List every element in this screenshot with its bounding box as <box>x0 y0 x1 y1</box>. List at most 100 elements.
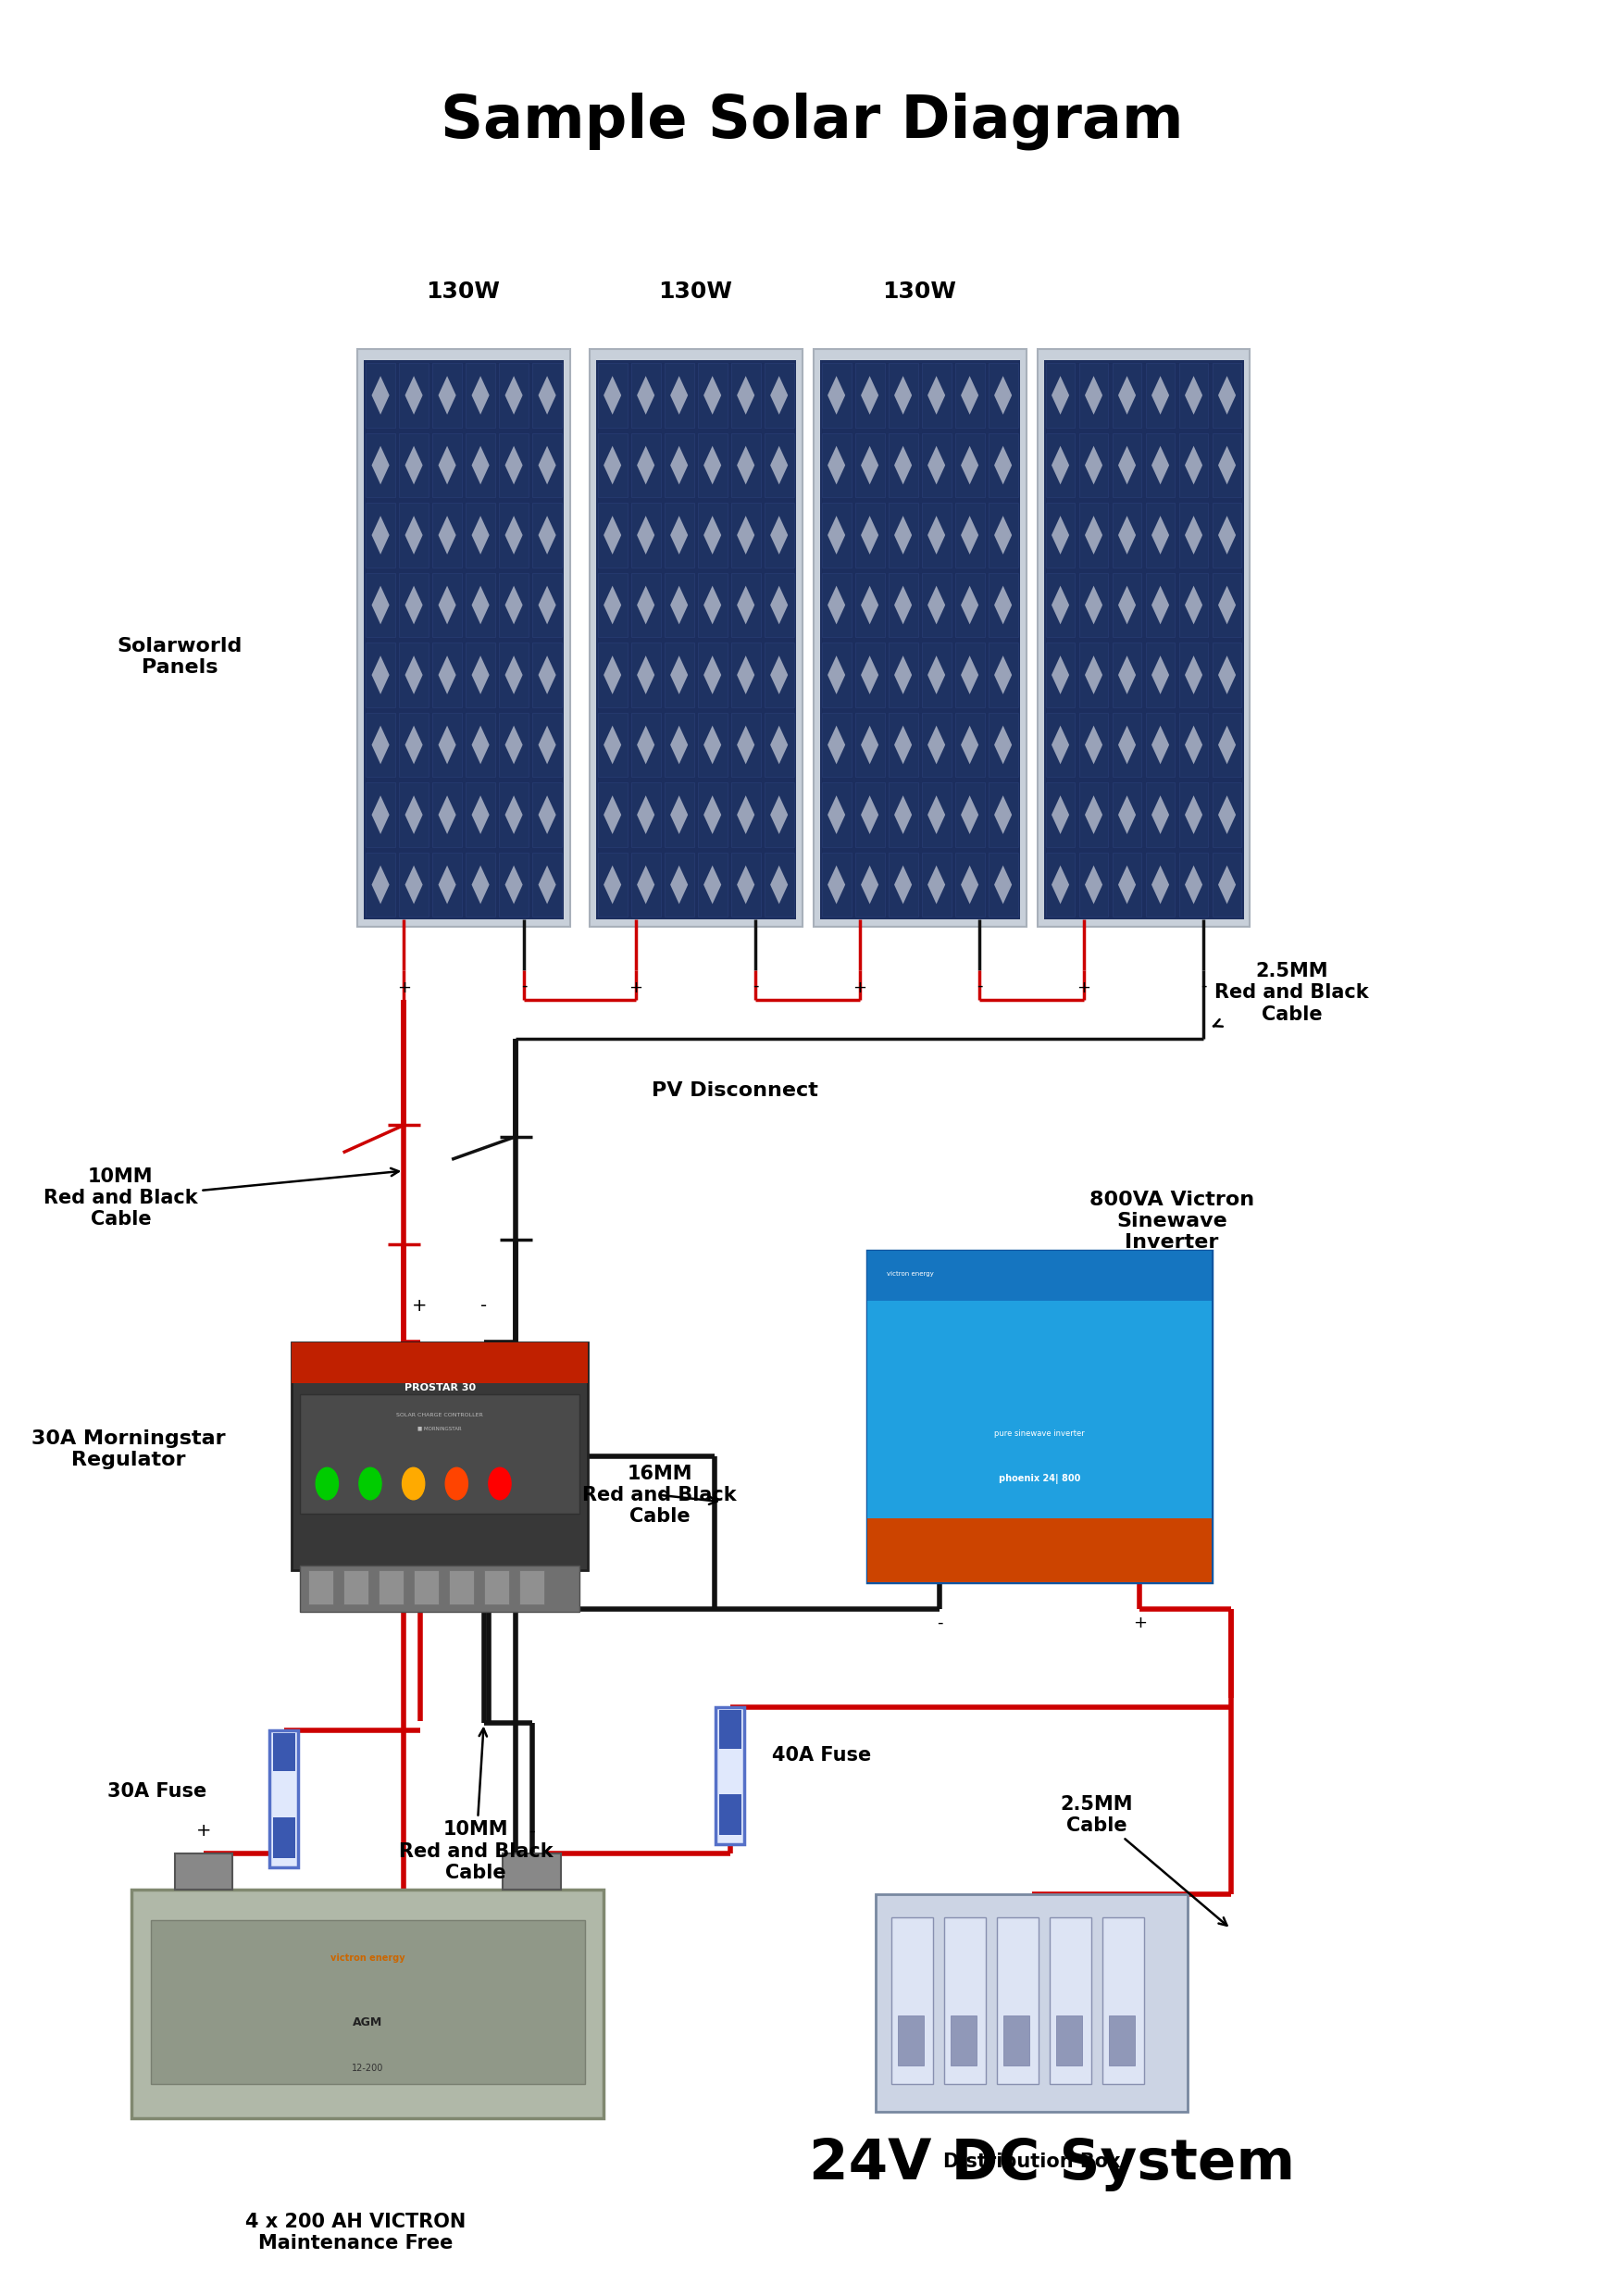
Polygon shape <box>404 726 422 765</box>
Polygon shape <box>1152 445 1170 484</box>
Polygon shape <box>993 794 1011 833</box>
Text: -: - <box>937 1614 943 1630</box>
Polygon shape <box>1084 517 1102 553</box>
Bar <box>764 363 794 427</box>
Bar <box>631 434 660 498</box>
Polygon shape <box>1118 445 1136 484</box>
Bar <box>273 1816 294 1857</box>
Bar <box>1079 852 1108 916</box>
Bar <box>1045 643 1074 707</box>
Bar <box>822 363 851 427</box>
Polygon shape <box>604 445 621 484</box>
Bar <box>822 434 851 498</box>
Bar <box>498 712 529 776</box>
Polygon shape <box>1152 866 1170 905</box>
Polygon shape <box>637 445 655 484</box>
Bar <box>597 434 628 498</box>
Bar <box>922 434 951 498</box>
Polygon shape <box>471 726 489 765</box>
Bar <box>631 643 660 707</box>
Polygon shape <box>1218 794 1236 833</box>
Polygon shape <box>961 377 979 416</box>
Bar <box>697 434 726 498</box>
Bar <box>1180 503 1209 567</box>
Bar <box>888 712 917 776</box>
Text: +: + <box>1133 1614 1147 1630</box>
Bar <box>665 572 694 638</box>
Polygon shape <box>927 726 945 765</box>
Polygon shape <box>1118 585 1136 625</box>
Bar <box>1112 852 1142 916</box>
Polygon shape <box>1218 866 1236 905</box>
Polygon shape <box>704 794 722 833</box>
Polygon shape <box>861 585 879 625</box>
Polygon shape <box>1118 377 1136 416</box>
Polygon shape <box>704 585 722 625</box>
Bar <box>888 643 917 707</box>
Polygon shape <box>927 657 945 693</box>
Text: victron energy: victron energy <box>887 1270 934 1277</box>
Polygon shape <box>770 794 788 833</box>
Bar <box>731 712 760 776</box>
Polygon shape <box>471 445 489 484</box>
Bar <box>466 643 495 707</box>
Polygon shape <box>539 377 557 416</box>
Bar <box>665 783 694 847</box>
Bar <box>175 1853 233 1890</box>
Bar <box>1045 572 1074 638</box>
Bar <box>133 1890 604 2119</box>
Polygon shape <box>827 445 845 484</box>
Polygon shape <box>927 794 945 833</box>
Polygon shape <box>1084 657 1102 693</box>
Bar <box>1112 363 1142 427</box>
Polygon shape <box>861 726 879 765</box>
Bar <box>432 572 461 638</box>
Polygon shape <box>736 445 754 484</box>
Bar <box>432 643 461 707</box>
Polygon shape <box>895 726 913 765</box>
Bar <box>875 1894 1188 2112</box>
Bar <box>715 1708 744 1844</box>
Polygon shape <box>1052 377 1069 416</box>
Bar <box>989 434 1018 498</box>
Polygon shape <box>438 585 456 625</box>
Polygon shape <box>895 517 913 553</box>
Bar <box>867 1251 1212 1582</box>
Bar <box>466 712 495 776</box>
Bar <box>400 643 429 707</box>
Text: 12-200: 12-200 <box>353 2064 383 2073</box>
Polygon shape <box>736 794 754 833</box>
Polygon shape <box>895 866 913 905</box>
Polygon shape <box>604 726 621 765</box>
Bar <box>1037 349 1251 928</box>
Polygon shape <box>1084 794 1102 833</box>
Polygon shape <box>438 726 456 765</box>
Polygon shape <box>438 657 456 693</box>
Polygon shape <box>704 866 722 905</box>
Polygon shape <box>770 585 788 625</box>
Text: Distribution Box: Distribution Box <box>943 2151 1120 2172</box>
Text: victron energy: victron energy <box>330 1954 404 1963</box>
Text: phoenix 24| 800: phoenix 24| 800 <box>998 1474 1081 1483</box>
Bar <box>945 1917 985 2085</box>
Polygon shape <box>404 445 422 484</box>
Polygon shape <box>961 657 979 693</box>
Bar <box>731 434 760 498</box>
Polygon shape <box>1218 585 1236 625</box>
Polygon shape <box>993 585 1011 625</box>
Bar <box>854 783 885 847</box>
Polygon shape <box>670 866 688 905</box>
Polygon shape <box>1218 377 1236 416</box>
Polygon shape <box>993 657 1011 693</box>
Bar <box>532 852 561 916</box>
Polygon shape <box>637 726 655 765</box>
Bar <box>1103 1917 1144 2085</box>
Bar <box>466 852 495 916</box>
Bar <box>955 363 984 427</box>
Bar <box>922 712 951 776</box>
Bar <box>1045 712 1074 776</box>
Bar <box>697 503 726 567</box>
Polygon shape <box>895 585 913 625</box>
Polygon shape <box>670 377 688 416</box>
Bar <box>888 852 917 916</box>
